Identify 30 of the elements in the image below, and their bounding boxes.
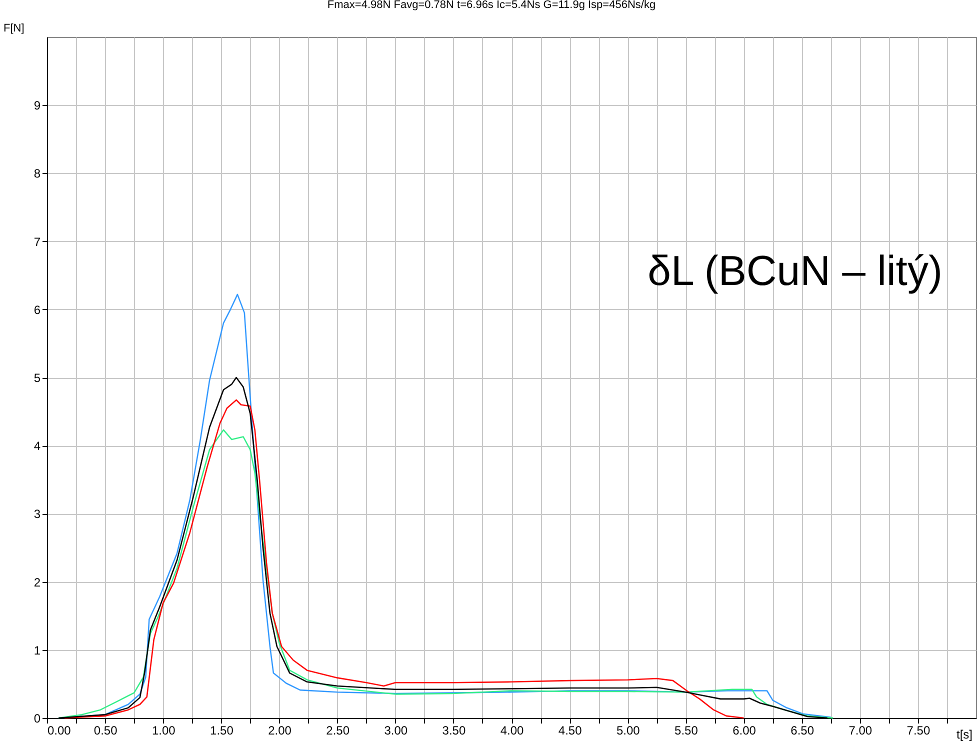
x-tick-label: 5.50: [674, 724, 698, 738]
y-tick-label: 2: [34, 575, 41, 590]
x-tick-label: 3.50: [442, 724, 466, 738]
annotation: δL (BCuN – litý): [648, 247, 942, 294]
x-tick-label: 2.00: [268, 724, 292, 738]
x-axis-title: t[s]: [956, 728, 972, 742]
x-tick-label: 5.00: [616, 724, 640, 738]
y-tick-label: 5: [34, 371, 41, 385]
y-tick-label: 3: [34, 507, 41, 522]
chart-title: Fmax=4.98N Favg=0.78N t=6.96s Ic=5.4Ns G=11.9g Isp=456Ns/kg: [327, 0, 656, 11]
y-tick-label: 9: [34, 98, 41, 113]
y-tick-label: 4: [34, 439, 41, 454]
x-tick-label: 0.00: [48, 724, 72, 738]
x-tick-label: 4.00: [500, 724, 524, 738]
x-tick-label: 1.00: [152, 724, 176, 738]
y-tick-label: 8: [34, 166, 41, 181]
x-tick-label: 6.00: [732, 724, 756, 738]
x-tick-label: 4.50: [558, 724, 582, 738]
y-axis-title: F[N]: [4, 22, 24, 34]
x-tick-label: 7.00: [848, 724, 872, 738]
x-tick-label: 0.50: [94, 724, 118, 738]
y-tick-label: 7: [34, 234, 41, 249]
x-tick-label: 2.50: [326, 724, 350, 738]
x-tick-label: 6.50: [790, 724, 814, 738]
y-tick-label: 1: [34, 643, 41, 658]
x-tick-label: 7.50: [906, 724, 930, 738]
y-tick-label: 0: [34, 712, 41, 726]
y-tick-label: 6: [34, 302, 41, 317]
x-tick-label: 1.50: [210, 724, 234, 738]
x-tick-label: 3.00: [384, 724, 408, 738]
